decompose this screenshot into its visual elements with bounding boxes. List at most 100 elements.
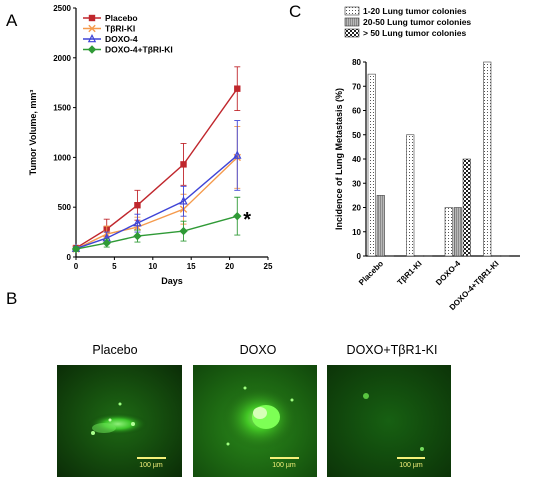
micrograph-placebo: 100 µm (57, 365, 182, 477)
legend-label: TβRI-KI (105, 24, 135, 34)
bar-chart-y-axis-label: Incidence of Lung Metastasis (%) (334, 88, 344, 230)
bar-chart-y-ticks: 0 10 20 30 40 50 60 70 80 (352, 58, 366, 261)
y-tick-label: 1000 (53, 153, 71, 162)
y-tick-label: 1500 (53, 104, 71, 113)
legend-label: > 50 Lung tumor colonies (363, 28, 466, 38)
scale-bar-label-doxo-tbr1ki: 100 µm (399, 462, 423, 469)
legend-swatch (344, 28, 360, 38)
series-line (75, 88, 238, 249)
y-tick-label: 2500 (53, 4, 71, 13)
bar-20-50-lung-tumor-colonies (453, 207, 462, 257)
y-tick-label: 50 (352, 131, 361, 140)
line-chart-tumor-volume: 0 500 1000 1500 2000 2500 0 5 10 15 20 25 Tumor Vo… (28, 4, 273, 286)
scale-bar-label-placebo: 100 µm (139, 462, 163, 469)
legend-entry-1-20-lung-tumor-colonies: 1-20 Lung tumor colonies (344, 6, 467, 16)
micrograph-title-placebo: Placebo (92, 343, 137, 357)
category-label: TβR1-KI (396, 259, 424, 287)
micrograph-doxo-tbr1ki: 100 µm (327, 365, 451, 477)
bar-group-t-r1-ki (406, 134, 433, 257)
bar-1-20-lung-tumor-colonies (406, 134, 415, 257)
legend-entry-20-50-lung-tumor-colonies: 20-50 Lung tumor colonies (344, 17, 471, 27)
data-point (233, 211, 242, 221)
y-tick-label: 2000 (53, 54, 71, 63)
series-doxo-4 (71, 120, 242, 252)
data-point (71, 244, 81, 254)
legend-swatch (344, 17, 360, 27)
data-point (233, 150, 242, 159)
bar-1-20-lung-tumor-colonies (444, 207, 453, 257)
y-tick-label: 10 (352, 228, 361, 237)
data-point (179, 196, 188, 205)
y-tick-label: 40 (352, 155, 361, 164)
x-tick-label: 20 (225, 262, 234, 271)
y-tick-label: 80 (352, 58, 361, 67)
legend-swatch-marker (88, 24, 96, 33)
data-point (133, 231, 142, 241)
panel-label-a: A (6, 11, 18, 30)
category-label: Placebo (357, 259, 385, 287)
bar-group-placebo (367, 73, 394, 257)
bar-chart-axes (365, 62, 520, 257)
legend-label: Placebo (105, 13, 138, 23)
legend-label: DOXO-4 (105, 34, 138, 44)
x-tick-label: 0 (74, 262, 79, 271)
legend-swatch (344, 6, 360, 16)
line-chart-series (71, 66, 242, 254)
bar-chart-bars (367, 61, 510, 257)
y-tick-label: 70 (352, 82, 361, 91)
legend-entry-50-lung-tumor-colonies: > 50 Lung tumor colonies (344, 28, 466, 38)
legend-entry-doxo-4: DOXO-4 (83, 33, 138, 44)
y-tick-label: 0 (67, 253, 72, 262)
data-point (234, 85, 241, 92)
y-tick-label: 60 (352, 107, 361, 116)
line-chart-y-ticks: 0 500 1000 1500 2000 2500 (53, 4, 76, 262)
error-bar (234, 120, 241, 191)
y-tick-label: 0 (357, 252, 362, 261)
legend-label: DOXO-4+TβRI-KI (105, 45, 173, 55)
micrograph-panel: Placebo DOXO DOXO+TβR1-KI 100 µm 100 µm (57, 343, 451, 477)
x-tick-label: 10 (148, 262, 157, 271)
data-point (102, 238, 111, 248)
bar-group-doxo-4 (444, 158, 471, 257)
legend-entry-doxo-4-t-ri-ki: DOXO-4+TβRI-KI (83, 45, 173, 55)
y-tick-label: 20 (352, 204, 361, 213)
data-point (180, 161, 187, 168)
y-tick-label: 30 (352, 179, 361, 188)
x-tick-label: 15 (187, 262, 196, 271)
panel-label-c: C (289, 2, 301, 21)
data-point (134, 202, 141, 209)
micrograph-title-doxo: DOXO (240, 343, 277, 357)
legend-entry-placebo: Placebo (83, 13, 138, 23)
bar-group-doxo-4-t-r1-ki (483, 61, 510, 257)
x-tick-label: 25 (264, 262, 273, 271)
line-chart-axes (75, 8, 268, 258)
legend-swatch-marker (87, 45, 97, 54)
category-label: DOXO-4 (434, 259, 462, 287)
legend-label: 20-50 Lung tumor colonies (363, 17, 471, 27)
data-point (133, 218, 142, 227)
bar-20-50-lung-tumor-colonies (376, 195, 385, 257)
series-line (75, 156, 238, 250)
micrograph-title-doxo-tbr1ki: DOXO+TβR1-KI (347, 343, 438, 357)
legend-label: 1-20 Lung tumor colonies (363, 6, 467, 16)
line-chart-x-ticks: 0 5 10 15 20 25 (74, 257, 273, 271)
error-bar (180, 185, 187, 217)
micrograph-doxo: 100 µm (193, 365, 317, 477)
bar-1-20-lung-tumor-colonies (483, 61, 492, 257)
panel-label-b: B (6, 289, 17, 308)
bar-1-20-lung-tumor-colonies (367, 73, 376, 257)
legend-entry-t-ri-ki: TβRI-KI (83, 24, 135, 34)
y-tick-label: 500 (58, 203, 72, 212)
x-tick-label: 5 (112, 262, 117, 271)
legend-swatch-marker (87, 33, 97, 43)
series-placebo (72, 66, 241, 252)
series-doxo-4-t-ri-ki (71, 196, 242, 254)
line-chart-y-axis-label: Tumor Volume, mm³ (28, 90, 38, 176)
line-chart-x-axis-label: Days (161, 276, 183, 286)
significance-star: * (243, 209, 251, 231)
data-point (179, 226, 188, 236)
scale-bar-label-doxo: 100 µm (272, 462, 296, 469)
